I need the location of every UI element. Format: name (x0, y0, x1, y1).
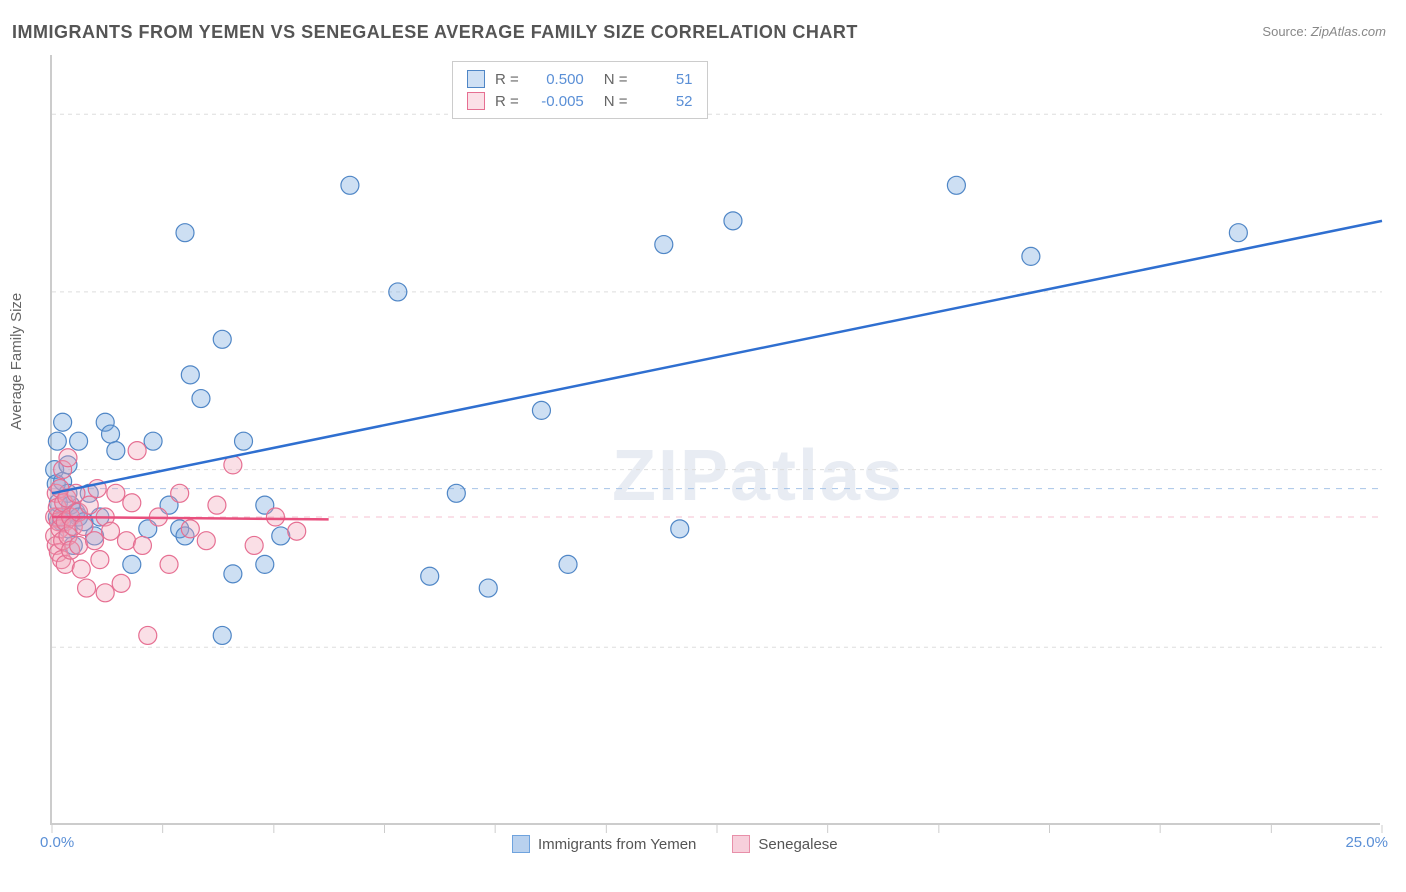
scatter-point (181, 520, 199, 538)
source-value: ZipAtlas.com (1311, 24, 1386, 39)
scatter-point (272, 527, 290, 545)
scatter-point (160, 555, 178, 573)
scatter-point (245, 536, 263, 554)
scatter-point (107, 484, 125, 502)
legend-stat-row: R = 0.500 N = 51 (467, 68, 693, 90)
scatter-point (235, 432, 253, 450)
scatter-point (48, 432, 66, 450)
legend-swatch (512, 835, 530, 853)
scatter-point (112, 574, 130, 592)
x-axis-start-label: 0.0% (40, 834, 74, 851)
scatter-point (176, 224, 194, 242)
scatter-point (181, 366, 199, 384)
legend-series-item: Immigrants from Yemen (512, 835, 696, 853)
scatter-point (256, 555, 274, 573)
legend-stats-box: R = 0.500 N = 51 R = -0.005 N = 52 (452, 61, 708, 119)
scatter-point (70, 536, 88, 554)
scatter-point (266, 508, 284, 526)
scatter-point (671, 520, 689, 538)
tick-marks (52, 825, 1382, 833)
y-axis-label: Average Family Size (8, 293, 25, 430)
scatter-point (192, 390, 210, 408)
source-attribution: Source: ZipAtlas.com (1262, 24, 1386, 39)
scatter-point (123, 494, 141, 512)
y-tick-label: 4.25 (1390, 283, 1406, 300)
scatter-point (197, 532, 215, 550)
grid-lines (52, 114, 1382, 647)
scatter-point (123, 555, 141, 573)
chart-title: IMMIGRANTS FROM YEMEN VS SENEGALESE AVER… (12, 22, 858, 43)
scatter-point (208, 496, 226, 514)
legend-series-label: Immigrants from Yemen (538, 836, 696, 853)
scatter-points (46, 176, 1248, 644)
scatter-point (133, 536, 151, 554)
scatter-point (213, 330, 231, 348)
legend-swatch (732, 835, 750, 853)
scatter-point (117, 532, 135, 550)
scatter-point (139, 626, 157, 644)
scatter-point (86, 532, 104, 550)
r-value: 0.500 (529, 71, 584, 88)
scatter-point (479, 579, 497, 597)
n-label: N = (604, 71, 628, 88)
scatter-point (128, 442, 146, 460)
legend-series-label: Senegalese (758, 836, 837, 853)
legend-series-item: Senegalese (732, 835, 837, 853)
scatter-point (421, 567, 439, 585)
scatter-point (389, 283, 407, 301)
scatter-point (80, 496, 98, 514)
r-label: R = (495, 93, 519, 110)
n-value: 51 (638, 71, 693, 88)
scatter-point (655, 236, 673, 254)
scatter-point (559, 555, 577, 573)
scatter-point (59, 449, 77, 467)
scatter-point (96, 584, 114, 602)
chart-svg (52, 55, 1380, 823)
legend-swatch (467, 70, 485, 88)
scatter-point (144, 432, 162, 450)
dashed-trend-extensions (52, 489, 1382, 517)
scatter-point (947, 176, 965, 194)
scatter-point (447, 484, 465, 502)
scatter-point (72, 560, 90, 578)
n-label: N = (604, 93, 628, 110)
y-tick-label: 5.00 (1390, 105, 1406, 122)
r-value: -0.005 (529, 93, 584, 110)
scatter-point (224, 565, 242, 583)
scatter-point (91, 551, 109, 569)
scatter-point (78, 579, 96, 597)
scatter-point (107, 442, 125, 460)
n-value: 52 (638, 93, 693, 110)
scatter-point (724, 212, 742, 230)
scatter-point (1229, 224, 1247, 242)
trend-lines (52, 221, 1382, 520)
source-label: Source: (1262, 24, 1307, 39)
scatter-point (54, 413, 72, 431)
scatter-point (70, 432, 88, 450)
legend-series: Immigrants from Yemen Senegalese (512, 835, 838, 853)
scatter-point (532, 401, 550, 419)
legend-swatch (467, 92, 485, 110)
y-tick-label: 3.50 (1390, 461, 1406, 478)
chart-plot-area: ZIPatlas R =0.500N =51R =-0.005N =52 2.7… (50, 55, 1380, 825)
trend-line (52, 221, 1382, 493)
legend-stat-row: R = -0.005 N = 52 (467, 90, 693, 112)
y-tick-label: 2.75 (1390, 638, 1406, 655)
scatter-point (213, 626, 231, 644)
scatter-point (171, 484, 189, 502)
scatter-point (288, 522, 306, 540)
x-axis-end-label: 25.0% (1345, 834, 1388, 851)
scatter-point (102, 522, 120, 540)
r-label: R = (495, 71, 519, 88)
scatter-point (102, 425, 120, 443)
scatter-point (1022, 247, 1040, 265)
scatter-point (341, 176, 359, 194)
